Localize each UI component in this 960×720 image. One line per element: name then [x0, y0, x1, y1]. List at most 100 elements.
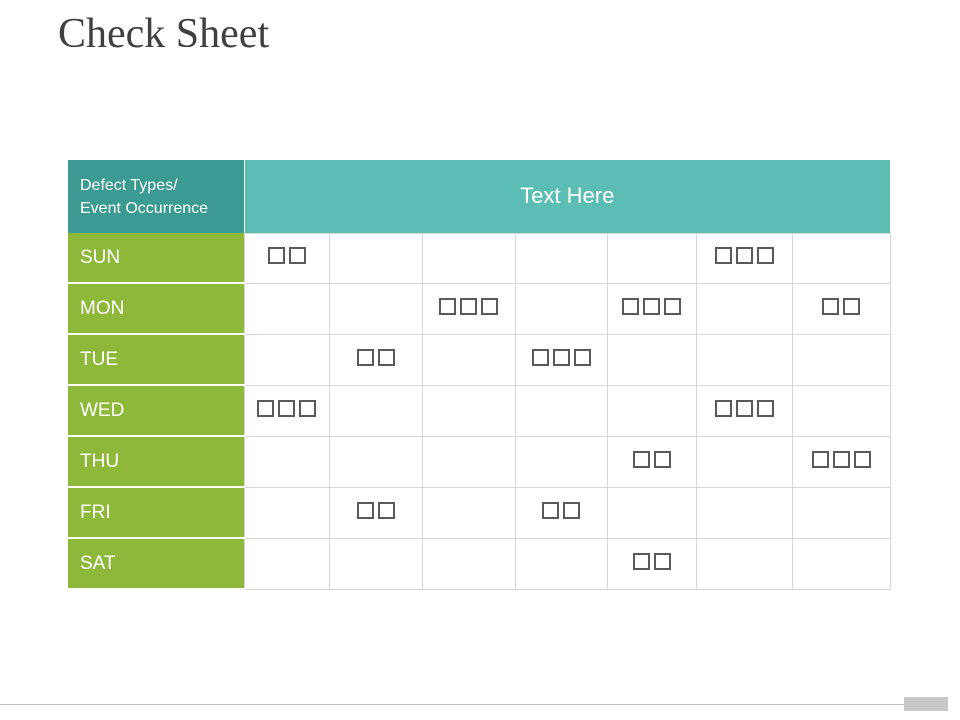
tally-cell — [695, 232, 793, 284]
tally-cell — [791, 486, 891, 539]
tally-cell — [328, 282, 423, 335]
tally-cell — [695, 435, 793, 488]
tally-marks — [714, 247, 774, 264]
tally-cell — [514, 384, 608, 437]
tally-cell — [791, 232, 891, 284]
tally-marks — [822, 297, 861, 315]
header-label: Text Here — [520, 183, 615, 209]
tally-marks — [622, 297, 681, 315]
empty-square-icon — [632, 450, 650, 468]
empty-square-icon — [542, 501, 559, 519]
tally-marks — [356, 501, 395, 519]
tally-marks — [632, 552, 671, 570]
day-label-sat: SAT — [68, 538, 244, 590]
tally-cell — [791, 537, 891, 590]
empty-square-icon — [356, 501, 374, 519]
tally-marks — [356, 348, 395, 366]
corner-label-line1: Defect Types/ — [80, 176, 178, 194]
empty-square-icon — [714, 247, 732, 264]
header-row: Defect Types/ Event Occurrence Text Here — [68, 160, 891, 233]
table-row: TUE — [68, 333, 891, 386]
tally-cell — [243, 537, 330, 590]
tally-cell — [328, 333, 423, 386]
empty-square-icon — [664, 297, 681, 315]
tally-cell — [328, 384, 423, 437]
day-label-fri: FRI — [68, 487, 244, 539]
tally-cell — [243, 384, 330, 437]
empty-square-icon — [643, 297, 660, 315]
empty-square-icon — [735, 247, 753, 264]
empty-square-icon — [756, 399, 774, 417]
tally-cell — [606, 435, 697, 488]
empty-square-icon — [377, 501, 395, 519]
tally-cell — [514, 333, 608, 386]
empty-square-icon — [622, 297, 639, 315]
empty-square-icon — [632, 552, 650, 570]
tally-cell — [514, 435, 608, 488]
tally-cell — [606, 333, 697, 386]
day-label-mon: MON — [68, 283, 244, 335]
table-body: SUN MON TUE WED THU FRI SAT — [68, 232, 891, 590]
tally-cell — [514, 282, 608, 335]
tally-marks — [267, 247, 306, 264]
empty-square-icon — [832, 450, 850, 468]
tally-cell — [514, 232, 608, 284]
table-row: FRI — [68, 486, 891, 539]
empty-square-icon — [735, 399, 753, 417]
tally-cell — [243, 232, 330, 284]
empty-square-icon — [714, 399, 732, 417]
tally-cell — [606, 282, 697, 335]
tally-cell — [328, 537, 423, 590]
day-label-sun: SUN — [68, 233, 244, 284]
corner-header-cell: Defect Types/ Event Occurrence — [68, 160, 245, 233]
tally-cell — [791, 333, 891, 386]
empty-square-icon — [653, 552, 671, 570]
day-label-tue: TUE — [68, 334, 244, 386]
empty-square-icon — [531, 348, 549, 366]
tally-cell — [328, 486, 423, 539]
empty-square-icon — [481, 297, 498, 315]
tally-cell — [606, 486, 697, 539]
empty-square-icon — [563, 501, 580, 519]
empty-square-icon — [756, 247, 774, 264]
tally-cell — [695, 282, 793, 335]
tally-cell — [514, 486, 608, 539]
corner-label-line2: Event Occurrence — [80, 199, 209, 217]
tally-cell — [791, 384, 891, 437]
tally-cell — [421, 333, 516, 386]
tally-cell — [328, 232, 423, 284]
tally-cell — [421, 486, 516, 539]
tally-cell — [695, 384, 793, 437]
tally-marks — [811, 450, 871, 468]
empty-square-icon — [853, 450, 871, 468]
header-title-cell: Text Here — [244, 160, 891, 233]
table-row: THU — [68, 435, 891, 488]
day-label-wed: WED — [68, 385, 244, 437]
footer-divider — [0, 704, 930, 705]
tally-cell — [328, 435, 423, 488]
tally-marks — [439, 297, 498, 315]
tally-cell — [791, 282, 891, 335]
empty-square-icon — [377, 348, 395, 366]
tally-cell — [421, 537, 516, 590]
tally-cell — [695, 333, 793, 386]
empty-square-icon — [288, 247, 306, 264]
empty-square-icon — [843, 297, 861, 315]
tally-cell — [606, 384, 697, 437]
tally-cell — [421, 435, 516, 488]
table-row: WED — [68, 384, 891, 437]
tally-marks — [542, 501, 580, 519]
tally-marks — [632, 450, 671, 468]
slide-number-placeholder — [904, 697, 948, 711]
check-sheet-table: Defect Types/ Event Occurrence Text Here… — [68, 160, 891, 590]
tally-cell — [243, 282, 330, 335]
page-title: Check Sheet — [58, 11, 270, 57]
empty-square-icon — [573, 348, 591, 366]
tally-cell — [695, 537, 793, 590]
tally-cell — [791, 435, 891, 488]
tally-marks — [257, 399, 316, 417]
empty-square-icon — [439, 297, 456, 315]
tally-cell — [606, 232, 697, 284]
empty-square-icon — [552, 348, 570, 366]
day-label-thu: THU — [68, 436, 244, 488]
